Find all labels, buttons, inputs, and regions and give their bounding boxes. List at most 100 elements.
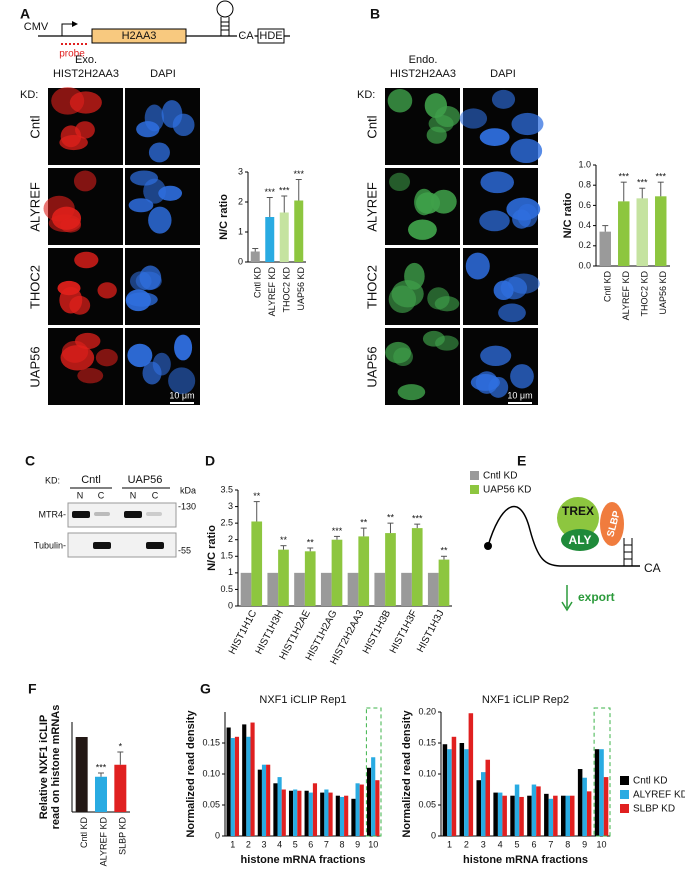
band-label: MTR4-	[39, 509, 67, 519]
cell	[424, 93, 448, 118]
bar	[250, 722, 255, 836]
significance: ***	[332, 526, 343, 536]
bar	[527, 795, 532, 836]
legend-label: ALYREF KD	[633, 790, 685, 801]
x-tick-label: 7	[548, 839, 553, 849]
unit-label: kDa	[180, 485, 196, 495]
bar	[514, 784, 520, 836]
row-label: UAP56	[27, 346, 42, 387]
row-label: UAP56	[364, 346, 379, 387]
bar	[281, 789, 286, 836]
bar	[230, 738, 235, 836]
x-tick-label: Cntl KD	[253, 267, 263, 299]
bar	[251, 521, 263, 606]
bar	[594, 749, 600, 836]
cell	[427, 287, 450, 310]
bar	[655, 196, 667, 266]
group-label: Cntl	[81, 474, 101, 486]
y-tick-label: 0	[238, 256, 243, 266]
significance: ***	[264, 187, 275, 197]
row-label: Cntl	[364, 115, 379, 138]
construct-label: CMV	[24, 21, 49, 33]
x-tick-label: 8	[339, 839, 344, 849]
cell	[388, 285, 417, 314]
y-axis-label: read on histone mRNAs	[50, 705, 62, 830]
cell	[510, 138, 543, 164]
cell	[61, 340, 89, 363]
legend-swatch	[470, 485, 479, 494]
legend-label: SLBP KD	[633, 804, 675, 815]
cell	[480, 171, 514, 194]
bar	[297, 790, 302, 836]
cell	[491, 89, 516, 109]
group-label: UAP56	[128, 474, 163, 486]
bar	[351, 798, 356, 836]
significance: **	[307, 537, 315, 547]
x-tick-label: ALYREF KD	[98, 817, 108, 867]
bar	[240, 572, 252, 606]
y-tick-label: 0	[228, 600, 233, 610]
y-tick-label: 3	[228, 501, 233, 511]
x-tick-label: 9	[355, 839, 360, 849]
significance: **	[280, 535, 288, 545]
bar	[246, 736, 251, 836]
bar	[599, 231, 611, 266]
significance: ***	[655, 172, 666, 182]
chart-title: NXF1 iCLIP Rep2	[482, 694, 569, 706]
x-tick-label: 10	[597, 839, 607, 849]
x-tick-label: 4	[498, 839, 503, 849]
x-tick-label: 5	[293, 839, 298, 849]
bar	[519, 796, 524, 836]
bar	[257, 769, 262, 836]
bar	[401, 572, 412, 606]
column-header: HIST2H2AA3	[53, 68, 119, 80]
marker-label: -55	[178, 545, 191, 555]
legend-label: UAP56 KD	[483, 485, 531, 496]
bar	[510, 795, 515, 836]
significance: **	[387, 513, 395, 523]
bar	[636, 198, 648, 266]
mrna-diagram	[484, 497, 640, 612]
bar	[497, 792, 503, 836]
y-tick-label: 0.6	[578, 200, 591, 210]
bar	[265, 217, 275, 262]
kd-label: KD:	[20, 89, 38, 101]
bar	[267, 572, 279, 606]
bar	[339, 796, 345, 836]
legend-label: Cntl KD	[633, 776, 667, 787]
bar	[344, 795, 349, 836]
y-tick-label: 0	[431, 830, 436, 840]
y-axis-label: N/C ratio	[562, 192, 574, 238]
column-header: Exo.	[75, 54, 97, 66]
significance: ***	[293, 169, 304, 179]
bar	[355, 783, 360, 836]
significance: **	[440, 546, 448, 556]
bar	[374, 572, 386, 606]
cell	[128, 198, 154, 213]
x-tick-label: UAP56 KD	[296, 267, 306, 311]
lane-label: N	[130, 490, 137, 500]
x-tick-label: 6	[308, 839, 313, 849]
y-tick-label: 0.2	[578, 240, 591, 250]
y-axis-label: Relative NXF1 iCLIP	[38, 715, 50, 820]
bar	[95, 776, 107, 812]
bar	[273, 783, 278, 836]
bar	[331, 539, 343, 606]
cell	[479, 128, 510, 146]
bar	[324, 789, 329, 836]
y-tick-label: 3.5	[220, 484, 233, 494]
x-tick-label: Cntl KD	[603, 271, 613, 303]
y-axis-label: N/C ratio	[206, 525, 218, 571]
cell	[435, 335, 459, 351]
bar	[577, 769, 583, 836]
cell	[139, 265, 162, 290]
bar	[438, 559, 450, 606]
x-tick-label: 3	[481, 839, 486, 849]
y-tick-label: 2	[238, 196, 243, 206]
legend-label: Cntl KD	[483, 471, 517, 482]
y-tick-label: 0.05	[418, 799, 436, 809]
y-tick-label: 0.10	[202, 768, 220, 778]
bar	[335, 795, 340, 836]
bar	[242, 724, 247, 836]
blot	[67, 502, 177, 558]
